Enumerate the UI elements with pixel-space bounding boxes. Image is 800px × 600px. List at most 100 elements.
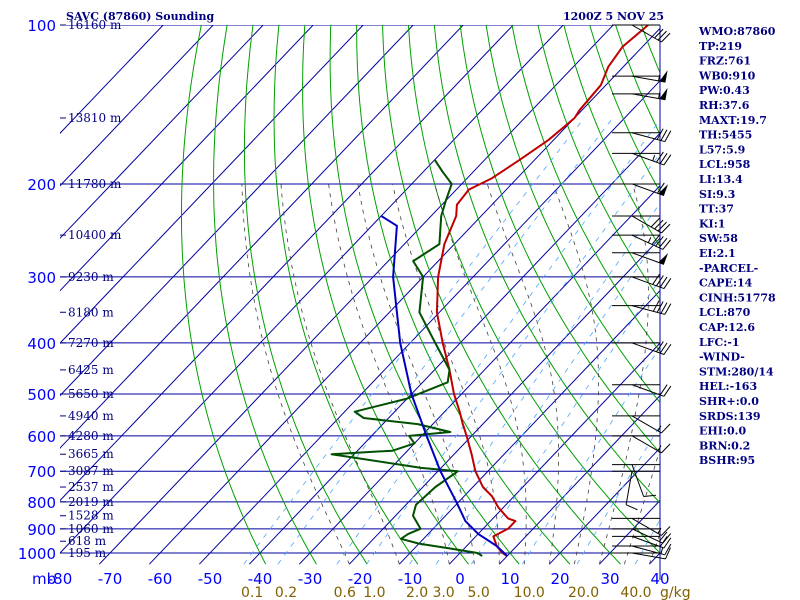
wind-barb-half: [647, 237, 652, 243]
index-value: SRDS:139: [699, 410, 761, 423]
wind-barb: [612, 528, 671, 544]
wind-barb-flag: [664, 543, 672, 556]
index-value: TP:219: [699, 40, 742, 53]
index-value: LCL:870: [699, 306, 751, 319]
mixing-ratio-line: [336, 119, 660, 565]
wind-barb-pennant: [659, 70, 668, 83]
wind-barb-flag: [660, 129, 668, 141]
dry-adiabat-line: [459, 25, 660, 454]
mixing-ratio-label: 10.0: [514, 585, 545, 600]
wind-barb-half: [660, 547, 664, 554]
index-value: TT:37: [699, 203, 734, 216]
isotherm-line: [448, 342, 660, 565]
wind-barb-half: [657, 445, 662, 452]
dry-adiabat-line: [407, 25, 660, 554]
index-value: WB0:910: [698, 69, 756, 82]
index-value: STM:280/14: [699, 365, 774, 378]
wind-barb-flag: [656, 341, 664, 353]
moist-adiabat-line: [392, 183, 500, 565]
wind-barb-flag: [652, 300, 660, 312]
wind-barb-flag: [662, 239, 671, 250]
index-value: L57:5.9: [699, 143, 745, 156]
index-value: CAP:12.6: [699, 321, 755, 334]
index-value: BSHR:95: [699, 454, 755, 467]
moist-adiabat-line: [552, 183, 599, 565]
pressure-tick-label: 1000: [18, 545, 56, 563]
wind-barb-flag: [663, 343, 672, 355]
wind-barb-shaft: [631, 435, 662, 454]
dry-adiabat-line: [382, 25, 621, 565]
wind-barb-shaft: [631, 464, 645, 497]
index-value: RH:37.6: [699, 99, 750, 112]
index-value: LCL:958: [699, 158, 751, 171]
index-value: CAPE:14: [699, 277, 753, 290]
isotherm-line: [98, 25, 614, 565]
wind-barb: [612, 543, 672, 556]
temperature-tick-label: 0: [455, 570, 465, 588]
wind-barb-flag: [659, 342, 668, 354]
wind-barb-flag: [654, 219, 664, 230]
height-label: 9230 m: [68, 270, 114, 284]
height-label: 13810 m: [68, 111, 122, 125]
mixing-ratio-line: [435, 234, 660, 565]
height-label: 11780 m: [68, 177, 122, 191]
mixing-ratio-line: [409, 202, 660, 565]
wind-barb-flag: [625, 504, 638, 511]
wind-barb: [612, 517, 671, 536]
dry-adiabat-line: [537, 25, 660, 301]
wind-barb-pennant: [659, 87, 668, 100]
wind-barb-pennant: [658, 184, 669, 196]
wind-barb-flag: [661, 32, 671, 43]
isotherm-line: [298, 185, 660, 565]
wind-barb-half: [657, 425, 662, 432]
index-value: WMO:87860: [698, 25, 776, 38]
height-label: 16160 m: [68, 18, 122, 32]
wind-barb-flag: [656, 301, 664, 313]
index-value: SI:9.3: [699, 188, 735, 201]
index-value: HEL:-163: [699, 380, 757, 393]
temperature-tick-label: 10: [500, 570, 519, 588]
wind-barb-flag: [661, 443, 671, 454]
isotherm-line: [198, 80, 660, 565]
wind-barb-flag: [658, 531, 668, 542]
wind-barb: [612, 464, 660, 498]
isotherm-line: [148, 27, 660, 565]
wind-barb: [612, 151, 672, 166]
chart-datetime: 1200Z 5 NOV 25: [563, 10, 664, 23]
wind-barb: [612, 87, 668, 101]
dry-adiabat-line: [433, 25, 660, 504]
wind-barb: [612, 128, 672, 143]
isotherm-line: [60, 25, 414, 397]
wind-barb-flag: [661, 423, 671, 434]
index-value: TH:5455: [699, 129, 752, 142]
isotherm-line: [248, 132, 660, 565]
height-label: 618 m: [68, 534, 107, 548]
wind-barb: [612, 182, 669, 197]
index-value: FRZ:761: [699, 55, 751, 68]
wind-barb-flag: [663, 278, 672, 289]
wind-barb-flag: [651, 234, 661, 245]
temperature-tick-label: -50: [198, 570, 223, 588]
wind-barb-flag: [650, 217, 661, 228]
wind-barb-flag: [659, 384, 668, 396]
wind-barb-flag: [658, 237, 668, 249]
wind-barb-shaft: [631, 252, 665, 265]
wind-barb: [612, 300, 672, 315]
wind-barb-flag: [665, 547, 671, 560]
temperature-tick-label: -40: [248, 570, 273, 588]
isotherm-line: [548, 447, 660, 565]
wind-barb: [612, 24, 671, 43]
wind-barb-flag: [659, 153, 668, 164]
mixing-ratio-label: 3.0: [432, 585, 454, 600]
wind-barb-shaft: [631, 234, 664, 250]
wind-barb: [612, 215, 671, 234]
temperature-tick-label: -20: [348, 570, 373, 588]
wind-barb-flag: [656, 128, 664, 140]
wind-barb: [612, 384, 672, 397]
mixing-ratio-label: 0.2: [275, 585, 297, 600]
mixing-ratio-line: [243, 117, 585, 565]
mixing-ratio-unit: g/kg: [660, 585, 691, 600]
wind-barb-pennant: [658, 253, 669, 265]
pressure-tick-label: 700: [27, 463, 56, 481]
